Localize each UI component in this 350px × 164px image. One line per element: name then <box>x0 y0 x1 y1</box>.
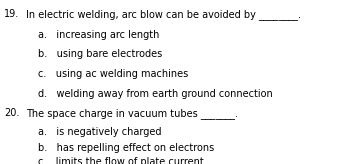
Text: In electric welding, arc blow can be avoided by ________.: In electric welding, arc blow can be avo… <box>26 9 301 20</box>
Text: 19.: 19. <box>4 9 20 19</box>
Text: b.   has repelling effect on electrons: b. has repelling effect on electrons <box>38 143 215 153</box>
Text: b.   using bare electrodes: b. using bare electrodes <box>38 49 163 59</box>
Text: c.   limits the flow of plate current: c. limits the flow of plate current <box>38 157 204 164</box>
Text: a.   increasing arc length: a. increasing arc length <box>38 30 160 40</box>
Text: 20.: 20. <box>4 108 20 118</box>
Text: a.   is negatively charged: a. is negatively charged <box>38 127 162 137</box>
Text: The space charge in vacuum tubes _______.: The space charge in vacuum tubes _______… <box>26 108 238 119</box>
Text: d.   welding away from earth ground connection: d. welding away from earth ground connec… <box>38 89 273 99</box>
Text: c.   using ac welding machines: c. using ac welding machines <box>38 69 189 79</box>
